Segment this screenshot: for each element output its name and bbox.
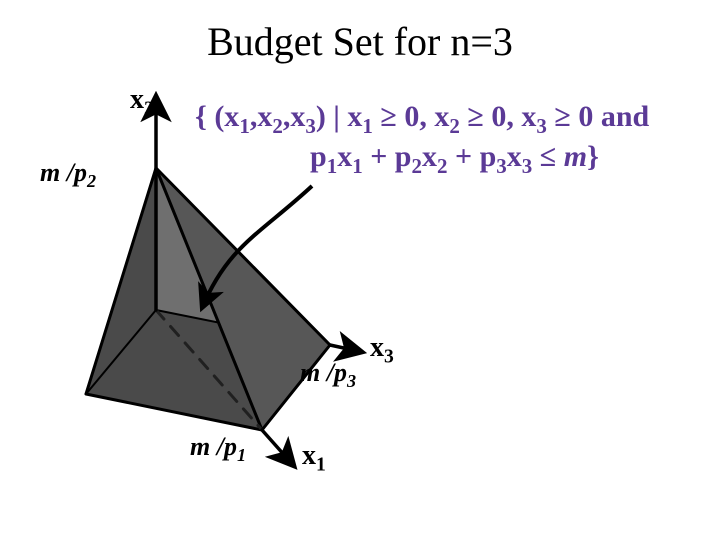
axis-label-x3: x3 [370,332,394,364]
axis-label-x1: x1 [302,440,326,472]
set-definition-line2: p1x1 + p2x2 + p3x3 ≤ m} [310,140,599,174]
intercept-label-p2: m /p2 [40,158,96,188]
intercept-label-p1: m /p1 [190,432,246,462]
axis-label-x2: x2 [130,84,154,116]
set-definition-line1: { (x1,x2,x3) | x1 ≥ 0, x2 ≥ 0, x3 ≥ 0 an… [195,100,649,134]
intercept-label-p3: m /p3 [300,358,356,388]
diagram-svg [0,0,720,540]
